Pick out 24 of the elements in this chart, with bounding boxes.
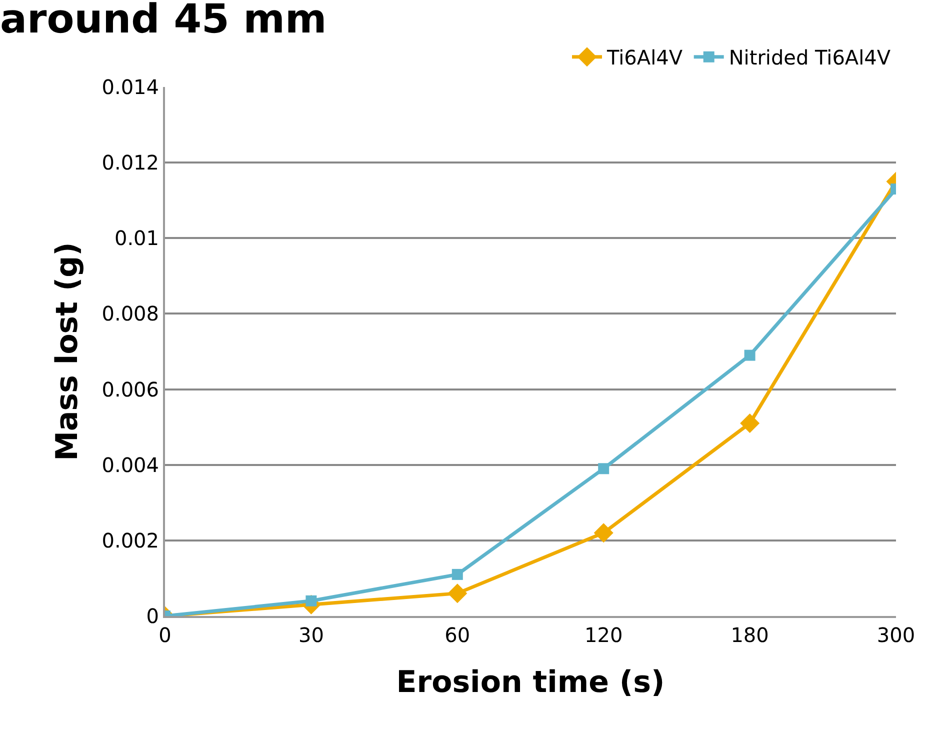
y-tick-label: 0.004 xyxy=(102,452,159,477)
legend-label: Ti6Al4V xyxy=(606,46,683,70)
x-tick-label: 30 xyxy=(298,623,324,647)
x-axis-title: Erosion time (s) xyxy=(396,665,665,700)
chart-title: around 45 mm xyxy=(0,0,327,42)
point xyxy=(744,350,756,361)
legend-label: Nitrided Ti6Al4V xyxy=(728,46,891,70)
y-tick-label: 0.002 xyxy=(102,528,159,552)
point xyxy=(598,463,610,474)
point xyxy=(448,584,468,604)
x-tick-label: 60 xyxy=(444,623,470,647)
x-tick-label: 300 xyxy=(876,623,916,647)
y-tick-label: 0 xyxy=(146,604,159,628)
y-tick-label: 0.012 xyxy=(102,150,159,175)
x-tick-label: 180 xyxy=(730,623,769,647)
y-tick-label: 0.008 xyxy=(102,302,159,326)
point xyxy=(452,568,463,580)
y-tick-label: 0.014 xyxy=(102,75,159,99)
y-tick-label: 0.006 xyxy=(102,377,159,402)
point xyxy=(740,414,760,434)
y-axis-title: Mass lost (g) xyxy=(50,242,86,461)
x-tick-label: 120 xyxy=(584,623,623,647)
point xyxy=(594,523,614,543)
y-tick-label: 0.01 xyxy=(114,226,159,250)
